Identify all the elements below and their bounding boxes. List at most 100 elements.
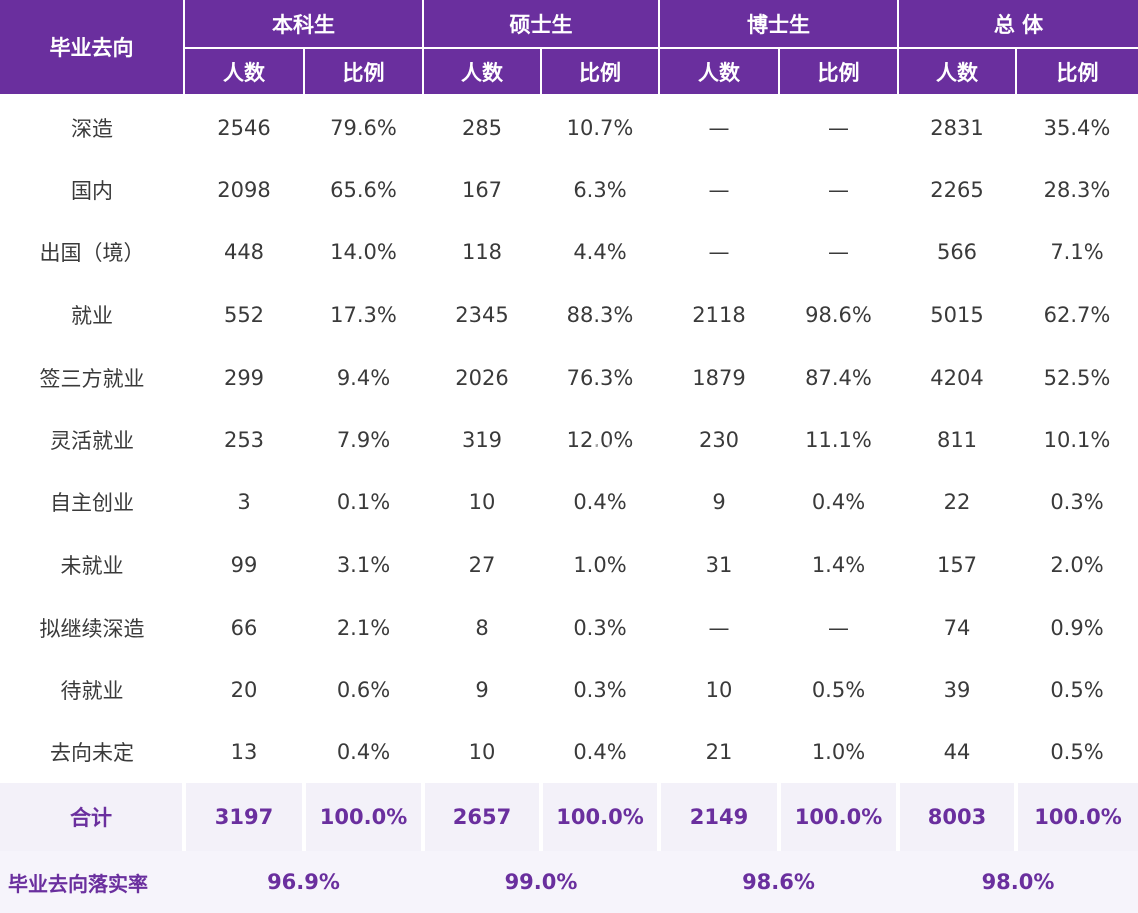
cell-master-ratio: 88.3% bbox=[566, 303, 634, 327]
cell-phd-ratio: 98.6% bbox=[805, 303, 872, 327]
subcategory-row: 拟继续深造 66 2.1% 8 0.3% — —74 0.9% bbox=[0, 597, 1138, 659]
cell-undergrad-ratio: 100.0% bbox=[302, 783, 423, 851]
row-label: 灵活就业 bbox=[0, 409, 184, 471]
cell-phd-ratio: 11.1% bbox=[779, 409, 898, 471]
table-body: 深造 2546 79.6% 285 10.7% — —2831 35.4% 国内 2098 65.6… bbox=[0, 95, 1138, 913]
cell-master-count: 2657 bbox=[421, 783, 541, 851]
cell-phd-count: 10 bbox=[659, 659, 779, 721]
placement-rate-undergrad: 96.9% bbox=[184, 851, 423, 913]
count-header: 人数 bbox=[422, 48, 541, 96]
cell-undergrad-count: 448 bbox=[184, 221, 304, 283]
cell-total-count: 44 bbox=[898, 721, 1016, 783]
cell-master-count: 319 bbox=[423, 409, 541, 471]
cell-undergrad-count: 66 bbox=[184, 597, 304, 659]
cell-undergrad-count: 253 bbox=[184, 409, 304, 471]
group-header-undergrad: 本科生 bbox=[183, 0, 423, 49]
cell-undergrad-count: 99 bbox=[230, 553, 258, 577]
cell-master-count: 2026 bbox=[423, 347, 541, 409]
count-header: 人数 bbox=[183, 48, 304, 96]
cell-total-count: 5015 bbox=[930, 303, 984, 327]
cell-phd-count: 2149 bbox=[657, 783, 779, 851]
cell-total-ratio: 52.5% bbox=[1016, 347, 1138, 409]
cell-total-ratio: 10.1% bbox=[1016, 409, 1138, 471]
placement-rate-master: 99.0% bbox=[423, 851, 659, 913]
cell-undergrad-count: 299 bbox=[184, 347, 304, 409]
row-label: 就业 bbox=[71, 304, 113, 328]
cell-master-ratio: 0.4% bbox=[541, 471, 659, 533]
subcategory-row: 灵活就业 253 7.9% 319 12.0% 230 11.1% 811 10.1% bbox=[0, 409, 1138, 471]
cell-total-count: 811 bbox=[898, 409, 1016, 471]
group-header-total: 总 体 bbox=[897, 0, 1138, 49]
cell-master-ratio: 0.4% bbox=[541, 721, 659, 783]
cell-undergrad-count: 3 bbox=[184, 471, 304, 533]
group-header-phd: 博士生 bbox=[658, 0, 898, 49]
cell-master-count: 8 bbox=[423, 597, 541, 659]
placement-rate-total: 98.0% bbox=[898, 851, 1138, 913]
cell-total-ratio: 7.1% bbox=[1016, 221, 1138, 283]
subcategory-row: 国内 2098 65.6% 167 6.3% — —2265 28.3% bbox=[0, 159, 1138, 221]
cell-master-ratio: 1.0% bbox=[573, 553, 627, 577]
cell-master-count: 285 bbox=[461, 115, 503, 140]
ratio-header: 比例 bbox=[778, 48, 898, 96]
cell-total-count: 8003 bbox=[896, 783, 1016, 851]
placement-rate-phd: 98.6% bbox=[659, 851, 898, 913]
category-row: 未就业 99 3.1% 27 1.0% 31 1.4% 157 2.0% bbox=[0, 533, 1138, 597]
cell-total-count: 2265 bbox=[898, 159, 1016, 221]
row-label: 合计 bbox=[0, 783, 184, 851]
cell-phd-count: 2118 bbox=[692, 303, 746, 327]
cell-total-ratio: 62.7% bbox=[1043, 303, 1111, 327]
cell-master-count: 118 bbox=[423, 221, 541, 283]
cell-master-count: 9 bbox=[423, 659, 541, 721]
subcategory-row: 去向未定 13 0.4% 10 0.4% 21 1.0% 44 0.5% bbox=[0, 721, 1138, 783]
cell-phd-ratio: 0.4% bbox=[779, 471, 898, 533]
cell-phd-count: — bbox=[659, 221, 779, 283]
cell-total-ratio: 2.0% bbox=[1050, 553, 1104, 577]
cell-master-count: 2345 bbox=[455, 303, 509, 327]
cell-total-ratio: 0.9% bbox=[1016, 597, 1138, 659]
cell-master-ratio: 4.4% bbox=[541, 221, 659, 283]
ratio-header: 比例 bbox=[1015, 48, 1138, 96]
cell-total-ratio: 0.5% bbox=[1016, 721, 1138, 783]
cell-master-ratio: 76.3% bbox=[541, 347, 659, 409]
cell-phd-ratio: 0.5% bbox=[779, 659, 898, 721]
cell-total-count: 74 bbox=[898, 597, 1016, 659]
cell-undergrad-ratio: 3.1% bbox=[336, 553, 391, 577]
subcategory-row: 待就业 20 0.6% 9 0.3% 10 0.5% 39 0.5% bbox=[0, 659, 1138, 721]
cell-total-count: 2831 bbox=[930, 115, 984, 140]
row-label: 待就业 bbox=[0, 659, 184, 721]
cell-total-count: 39 bbox=[898, 659, 1016, 721]
cell-master-ratio: 0.3% bbox=[541, 659, 659, 721]
cell-total-ratio: 35.4% bbox=[1043, 115, 1111, 140]
row-label-header: 毕业去向 bbox=[0, 0, 184, 96]
cell-phd-ratio: — bbox=[779, 159, 898, 221]
cell-phd-count: 1879 bbox=[659, 347, 779, 409]
row-label: 深造 bbox=[71, 116, 113, 141]
cell-master-count: 27 bbox=[468, 553, 496, 577]
subcategory-row: 签三方就业 299 9.4% 2026 76.3% 1879 87.4% 4204 52.5% bbox=[0, 347, 1138, 409]
category-row: 就业 552 17.3% 2345 88.3% 2118 98.6% 5015 62.7% bbox=[0, 283, 1138, 347]
cell-phd-ratio: 1.0% bbox=[779, 721, 898, 783]
cell-phd-ratio: 1.4% bbox=[811, 553, 866, 577]
row-label: 签三方就业 bbox=[0, 347, 184, 409]
cell-master-ratio: 0.3% bbox=[541, 597, 659, 659]
cell-undergrad-ratio: 14.0% bbox=[304, 221, 423, 283]
row-label: 国内 bbox=[0, 159, 184, 221]
cell-undergrad-ratio: 0.4% bbox=[304, 721, 423, 783]
cell-phd-ratio: — bbox=[779, 221, 898, 283]
cell-total-ratio: 100.0% bbox=[1014, 783, 1138, 851]
subcategory-row: 出国（境） 448 14.0% 118 4.4% — —566 7.1% bbox=[0, 221, 1138, 283]
row-label: 拟继续深造 bbox=[0, 597, 184, 659]
row-label: 出国（境） bbox=[0, 221, 184, 283]
cell-undergrad-ratio: 79.6% bbox=[330, 115, 397, 140]
cell-phd-ratio: 100.0% bbox=[777, 783, 898, 851]
cell-total-ratio: 28.3% bbox=[1016, 159, 1138, 221]
cell-undergrad-ratio: 7.9% bbox=[304, 409, 423, 471]
cell-undergrad-ratio: 65.6% bbox=[304, 159, 423, 221]
row-label: 自主创业 bbox=[0, 471, 184, 533]
cell-total-ratio: 0.5% bbox=[1016, 659, 1138, 721]
subcategory-row: 自主创业 3 0.1% 10 0.4% 9 0.4% 22 0.3% bbox=[0, 471, 1138, 533]
ratio-header: 比例 bbox=[303, 48, 423, 96]
count-header: 人数 bbox=[897, 48, 1016, 96]
ratio-header: 比例 bbox=[540, 48, 659, 96]
